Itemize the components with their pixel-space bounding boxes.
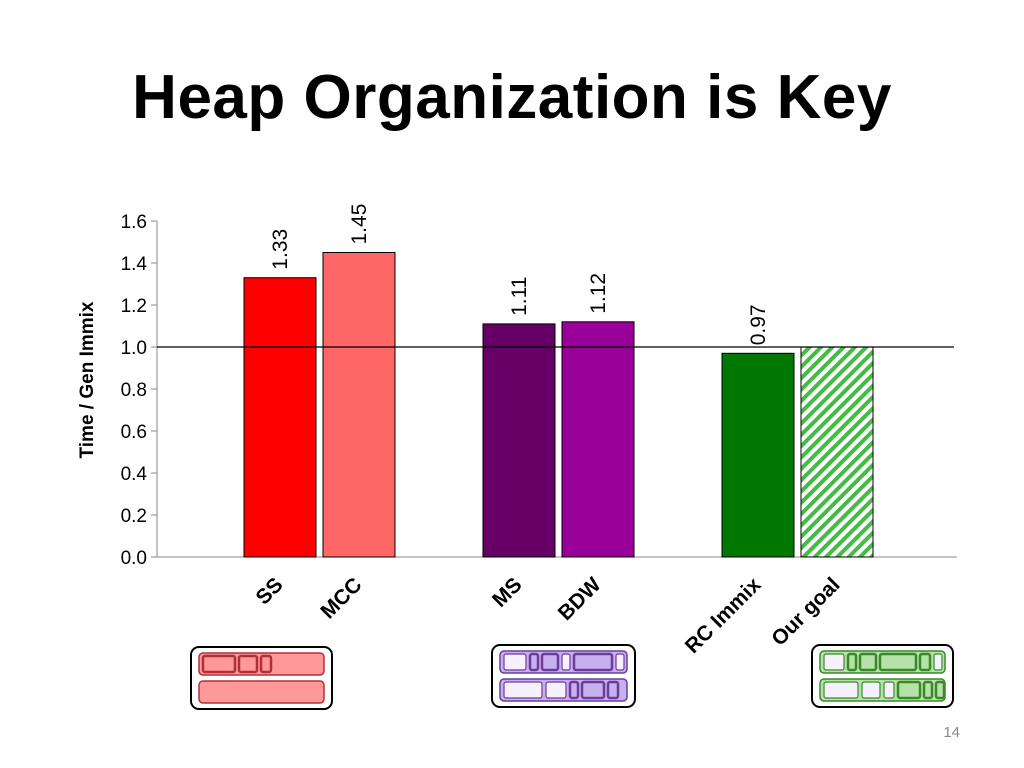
- green-heap-diagram-icon: [811, 644, 954, 708]
- y-tick-label: 0.0: [121, 548, 147, 569]
- icon-row: [198, 680, 325, 704]
- icon-block: [540, 652, 560, 672]
- slide-title: Heap Organization is Key: [132, 63, 892, 132]
- icon-block: [823, 681, 859, 699]
- icon-block: [896, 680, 922, 700]
- icon-block: [933, 653, 943, 671]
- icon-block: [883, 681, 895, 699]
- data-label: 1.45: [348, 204, 371, 245]
- icon-block: [503, 653, 527, 671]
- icon-block: [823, 653, 845, 671]
- icon-block: [201, 654, 237, 674]
- icon-block: [545, 681, 567, 699]
- icon-block: [878, 652, 918, 672]
- category-label: Our goal: [767, 573, 844, 650]
- icon-block: [858, 652, 878, 672]
- y-axis-label: Time / Gen Immix: [77, 301, 98, 458]
- slide-number: 14: [943, 724, 960, 741]
- category-label: RC Immix: [681, 573, 766, 658]
- icon-block: [561, 653, 571, 671]
- bar-rc-immix: [721, 352, 795, 558]
- bar-our-goal: [800, 346, 874, 558]
- y-tick-label: 1.4: [121, 254, 148, 275]
- bar-bdw: [561, 321, 635, 558]
- data-label: 1.33: [269, 229, 292, 270]
- category-label: MCC: [316, 573, 366, 623]
- icon-block: [922, 680, 934, 700]
- icon-block: [861, 681, 881, 699]
- y-tick-label: 0.8: [121, 380, 147, 401]
- category-label: MS: [488, 573, 527, 612]
- data-label: 1.11: [508, 277, 531, 316]
- bar-ss: [243, 277, 317, 558]
- bar-ms: [482, 323, 556, 558]
- icon-block: [568, 680, 580, 700]
- y-tick-label: 0.2: [121, 506, 147, 527]
- icon-block: [580, 680, 606, 700]
- bar-mcc: [322, 252, 396, 558]
- icon-block: [615, 653, 625, 671]
- data-label: 0.97: [747, 304, 770, 345]
- category-label: BDW: [554, 573, 606, 625]
- icon-block: [846, 652, 858, 672]
- icon-block: [237, 654, 259, 674]
- purple-heap-diagram-icon: [491, 644, 636, 708]
- icon-block: [259, 654, 273, 674]
- icon-block: [528, 652, 540, 672]
- icon-block: [503, 681, 543, 699]
- icon-block: [934, 680, 946, 700]
- data-label: 1.12: [587, 273, 610, 314]
- icon-block: [918, 652, 932, 672]
- red-heap-diagram-icon: [190, 646, 333, 710]
- y-tick-label: 0.6: [121, 422, 147, 443]
- icon-block: [606, 680, 620, 700]
- category-label: SS: [251, 573, 287, 609]
- y-tick-label: 0.4: [121, 464, 148, 485]
- y-tick-label: 1.2: [121, 296, 147, 317]
- y-tick-label: 1.0: [121, 338, 147, 359]
- icon-block: [572, 652, 614, 672]
- y-tick-label: 1.6: [121, 212, 147, 233]
